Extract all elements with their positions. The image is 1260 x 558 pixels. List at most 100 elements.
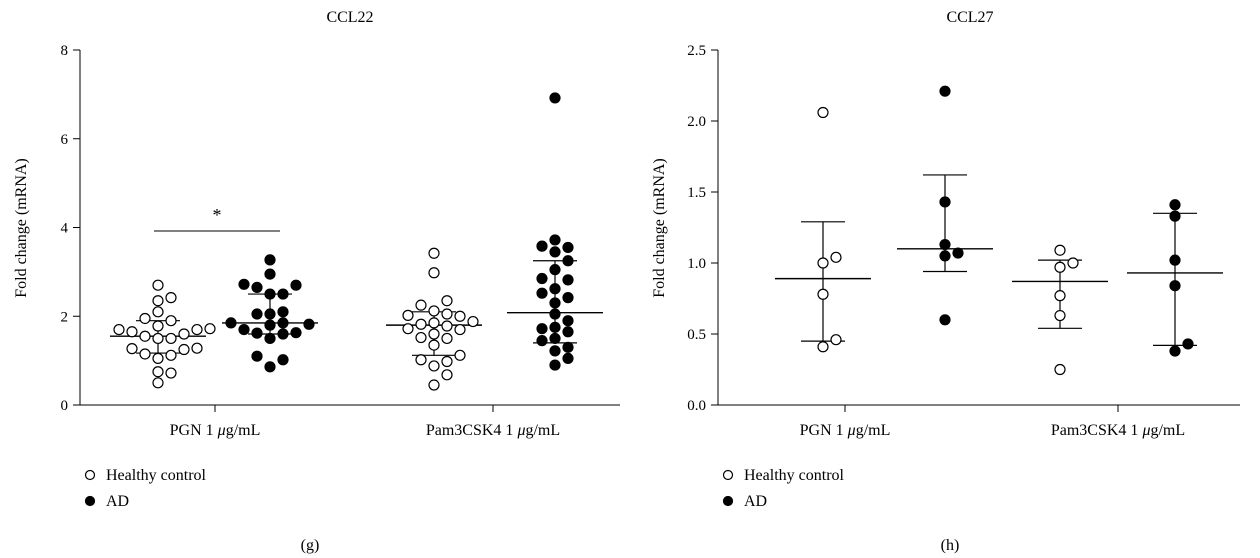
data-point	[1169, 345, 1181, 357]
y-axis-label: Fold change (mRNA)	[651, 158, 668, 298]
data-point	[113, 323, 125, 336]
data-point	[178, 328, 190, 340]
data-point	[178, 343, 190, 356]
data-point	[536, 287, 548, 299]
data-point	[191, 323, 203, 336]
data-point	[264, 254, 276, 266]
data-point	[165, 349, 177, 361]
data-point	[165, 315, 177, 327]
data-point	[428, 328, 440, 340]
data-point	[152, 366, 164, 378]
data-point	[454, 349, 466, 361]
data-point	[1169, 254, 1181, 266]
data-point	[1169, 199, 1181, 211]
data-point	[290, 279, 302, 291]
chart-panel-h: CCL27 Fold change (mRNA) (h) 0.0 0.5 1.0 1.…	[651, 9, 1240, 554]
data-point	[415, 331, 427, 344]
x-tick-label: Pam3CSK4 1 μg/mL	[426, 422, 560, 439]
data-point	[290, 327, 302, 339]
data-point	[549, 297, 561, 309]
data-point	[152, 279, 164, 291]
legend-marker	[722, 469, 734, 481]
data-point	[536, 335, 548, 347]
panel-label: (g)	[301, 537, 320, 554]
data-point	[1067, 257, 1079, 269]
data-point	[204, 323, 216, 335]
data-point	[264, 332, 276, 345]
data-point	[277, 288, 289, 300]
data-point	[251, 327, 263, 339]
data-point	[549, 321, 561, 333]
data-point	[536, 323, 548, 335]
data-point	[817, 288, 829, 300]
data-point	[562, 326, 574, 338]
data-point	[1054, 290, 1066, 302]
data-point	[441, 320, 453, 332]
y-tick-label: 0.5	[687, 327, 706, 343]
data-point	[251, 281, 263, 294]
data-point	[562, 292, 574, 304]
legend-label: Healthy control	[106, 467, 207, 484]
data-point	[817, 341, 829, 353]
data-point	[165, 367, 177, 379]
chart-panel-g: CCL22 Fold change (mRNA) (g) 0 2 4 6 8 PGN 1 …	[13, 9, 620, 554]
data-point	[415, 318, 427, 330]
data-point	[939, 238, 951, 251]
y-tick-label: 2.0	[687, 114, 706, 130]
data-point	[454, 323, 466, 336]
chart-title: CCL22	[326, 9, 373, 26]
significance-marker: *	[213, 205, 222, 225]
data-point	[549, 234, 561, 246]
data-point	[817, 106, 829, 119]
data-point	[152, 306, 164, 318]
data-point	[441, 332, 453, 345]
data-point	[939, 85, 951, 97]
data-point	[939, 250, 951, 262]
data-point	[139, 348, 151, 360]
data-point	[562, 274, 574, 286]
y-tick-label: 4	[61, 221, 69, 237]
data-point	[165, 332, 177, 345]
y-tick-label: 1.5	[687, 185, 706, 201]
data-point	[817, 257, 829, 269]
data-point	[441, 355, 453, 368]
y-tick-label: 0.0	[687, 398, 706, 414]
data-point	[277, 354, 289, 366]
y-tick-label: 8	[61, 43, 69, 59]
data-point	[428, 317, 440, 329]
y-axis-label: Fold change (mRNA)	[13, 158, 30, 298]
data-point	[454, 310, 466, 322]
data-point	[428, 339, 440, 351]
data-point	[165, 292, 177, 304]
data-point	[277, 317, 289, 329]
data-point	[126, 326, 138, 338]
data-point	[238, 278, 250, 290]
data-point	[939, 314, 951, 326]
data-point	[152, 295, 164, 307]
data-point	[428, 247, 440, 259]
data-point	[264, 308, 276, 320]
data-point	[139, 312, 151, 325]
data-point	[428, 305, 440, 317]
data-point	[264, 288, 276, 300]
data-point	[152, 352, 164, 365]
data-point	[562, 341, 574, 353]
data-point	[467, 315, 479, 328]
data-point	[126, 343, 138, 355]
data-point	[562, 255, 574, 267]
legend-marker	[84, 495, 96, 507]
data-point	[225, 317, 237, 329]
data-point	[415, 354, 427, 366]
legend-marker	[84, 469, 96, 481]
data-point	[303, 318, 315, 330]
data-point	[428, 267, 440, 279]
data-point	[1169, 280, 1181, 292]
chart-title: CCL27	[946, 9, 993, 26]
data-point	[264, 268, 276, 280]
data-point	[830, 334, 842, 346]
data-point	[441, 369, 453, 381]
data-point	[536, 240, 548, 252]
data-point	[251, 308, 263, 320]
data-point	[549, 92, 561, 104]
